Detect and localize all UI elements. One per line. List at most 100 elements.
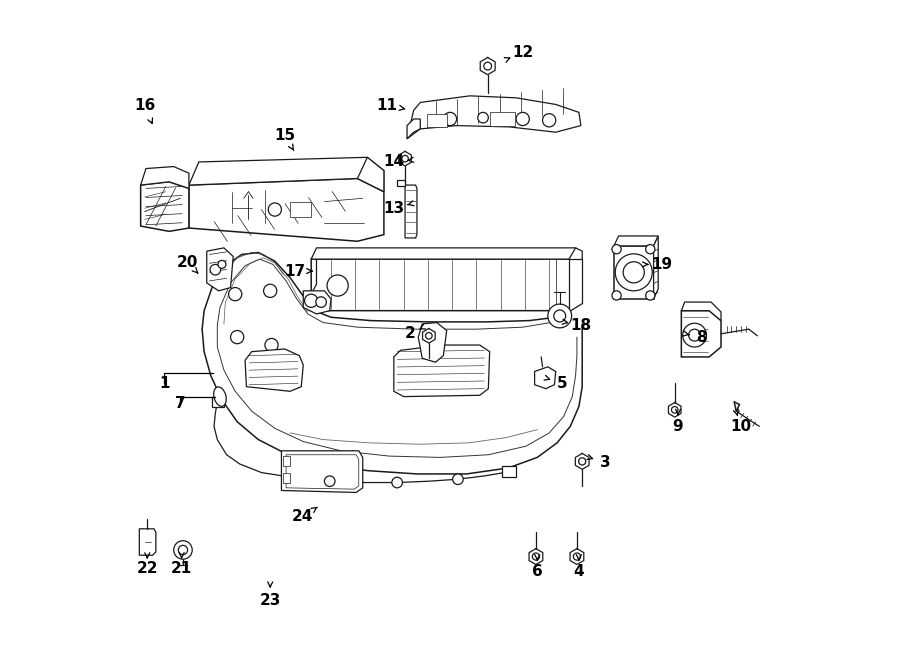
Polygon shape bbox=[282, 451, 363, 492]
Circle shape bbox=[548, 304, 572, 328]
Circle shape bbox=[174, 541, 193, 559]
Text: 8: 8 bbox=[696, 330, 706, 344]
Circle shape bbox=[645, 245, 655, 254]
Circle shape bbox=[683, 323, 706, 347]
Circle shape bbox=[178, 545, 187, 555]
Circle shape bbox=[623, 262, 644, 283]
Polygon shape bbox=[653, 236, 658, 299]
Circle shape bbox=[533, 553, 539, 560]
Text: 1: 1 bbox=[159, 376, 170, 391]
Circle shape bbox=[264, 284, 277, 297]
Polygon shape bbox=[407, 96, 580, 139]
Text: 3: 3 bbox=[600, 455, 610, 470]
Text: 16: 16 bbox=[134, 98, 155, 113]
Text: 24: 24 bbox=[292, 510, 313, 524]
Polygon shape bbox=[286, 455, 359, 489]
Text: 18: 18 bbox=[571, 318, 591, 332]
Text: 19: 19 bbox=[651, 257, 672, 272]
Polygon shape bbox=[284, 473, 290, 483]
Polygon shape bbox=[212, 397, 224, 407]
Circle shape bbox=[612, 291, 621, 300]
Polygon shape bbox=[681, 311, 721, 357]
Circle shape bbox=[229, 288, 242, 301]
Text: 6: 6 bbox=[532, 564, 543, 579]
Circle shape bbox=[478, 112, 489, 123]
Polygon shape bbox=[490, 112, 515, 126]
Polygon shape bbox=[501, 466, 516, 477]
Polygon shape bbox=[407, 119, 420, 139]
Circle shape bbox=[671, 407, 678, 413]
Polygon shape bbox=[284, 456, 290, 466]
Text: 15: 15 bbox=[274, 128, 295, 143]
Polygon shape bbox=[140, 182, 189, 231]
Polygon shape bbox=[140, 167, 189, 188]
Circle shape bbox=[327, 275, 348, 296]
Circle shape bbox=[392, 477, 402, 488]
Polygon shape bbox=[290, 202, 311, 217]
Polygon shape bbox=[207, 248, 233, 291]
Polygon shape bbox=[569, 248, 582, 268]
Polygon shape bbox=[669, 403, 681, 417]
Circle shape bbox=[426, 332, 432, 339]
Circle shape bbox=[324, 476, 335, 486]
Polygon shape bbox=[570, 549, 584, 564]
Text: 7: 7 bbox=[175, 396, 185, 410]
Circle shape bbox=[265, 338, 278, 352]
Text: 13: 13 bbox=[383, 201, 404, 215]
Polygon shape bbox=[427, 114, 446, 127]
Circle shape bbox=[543, 114, 556, 127]
Circle shape bbox=[316, 297, 327, 307]
Polygon shape bbox=[614, 246, 653, 299]
Polygon shape bbox=[189, 157, 384, 192]
Polygon shape bbox=[311, 259, 582, 311]
Polygon shape bbox=[189, 178, 384, 241]
Text: 17: 17 bbox=[284, 264, 305, 278]
Polygon shape bbox=[481, 58, 495, 75]
Text: 4: 4 bbox=[573, 564, 584, 579]
Polygon shape bbox=[357, 157, 384, 192]
Polygon shape bbox=[423, 329, 435, 343]
Circle shape bbox=[612, 245, 621, 254]
Polygon shape bbox=[614, 236, 658, 246]
Circle shape bbox=[484, 62, 491, 70]
Polygon shape bbox=[311, 248, 582, 268]
Circle shape bbox=[210, 264, 220, 275]
Polygon shape bbox=[405, 185, 417, 238]
Polygon shape bbox=[397, 180, 405, 186]
Circle shape bbox=[645, 291, 655, 300]
Circle shape bbox=[554, 310, 566, 322]
Polygon shape bbox=[529, 549, 543, 564]
Text: 14: 14 bbox=[383, 155, 404, 169]
Circle shape bbox=[453, 474, 464, 485]
Text: 23: 23 bbox=[259, 593, 281, 607]
Circle shape bbox=[616, 254, 652, 291]
Polygon shape bbox=[681, 302, 721, 321]
Circle shape bbox=[230, 330, 244, 344]
Polygon shape bbox=[575, 453, 590, 469]
Circle shape bbox=[444, 112, 456, 126]
Ellipse shape bbox=[213, 387, 226, 407]
Circle shape bbox=[516, 112, 529, 126]
Text: 10: 10 bbox=[730, 419, 752, 434]
Circle shape bbox=[218, 260, 226, 268]
Circle shape bbox=[579, 458, 586, 465]
Polygon shape bbox=[399, 151, 411, 166]
Text: 9: 9 bbox=[672, 419, 683, 434]
Text: 20: 20 bbox=[177, 255, 198, 270]
Text: 2: 2 bbox=[405, 327, 416, 341]
Circle shape bbox=[688, 329, 700, 341]
Polygon shape bbox=[569, 259, 582, 311]
Circle shape bbox=[401, 155, 409, 162]
Polygon shape bbox=[535, 367, 556, 389]
Text: 12: 12 bbox=[512, 46, 534, 60]
Circle shape bbox=[304, 294, 318, 307]
Text: 22: 22 bbox=[137, 561, 158, 576]
Polygon shape bbox=[418, 323, 446, 362]
Polygon shape bbox=[394, 345, 490, 397]
Text: 11: 11 bbox=[377, 98, 398, 113]
Polygon shape bbox=[303, 291, 331, 314]
Circle shape bbox=[268, 203, 282, 216]
Polygon shape bbox=[140, 529, 156, 555]
Circle shape bbox=[573, 553, 580, 560]
Text: 21: 21 bbox=[171, 561, 193, 576]
